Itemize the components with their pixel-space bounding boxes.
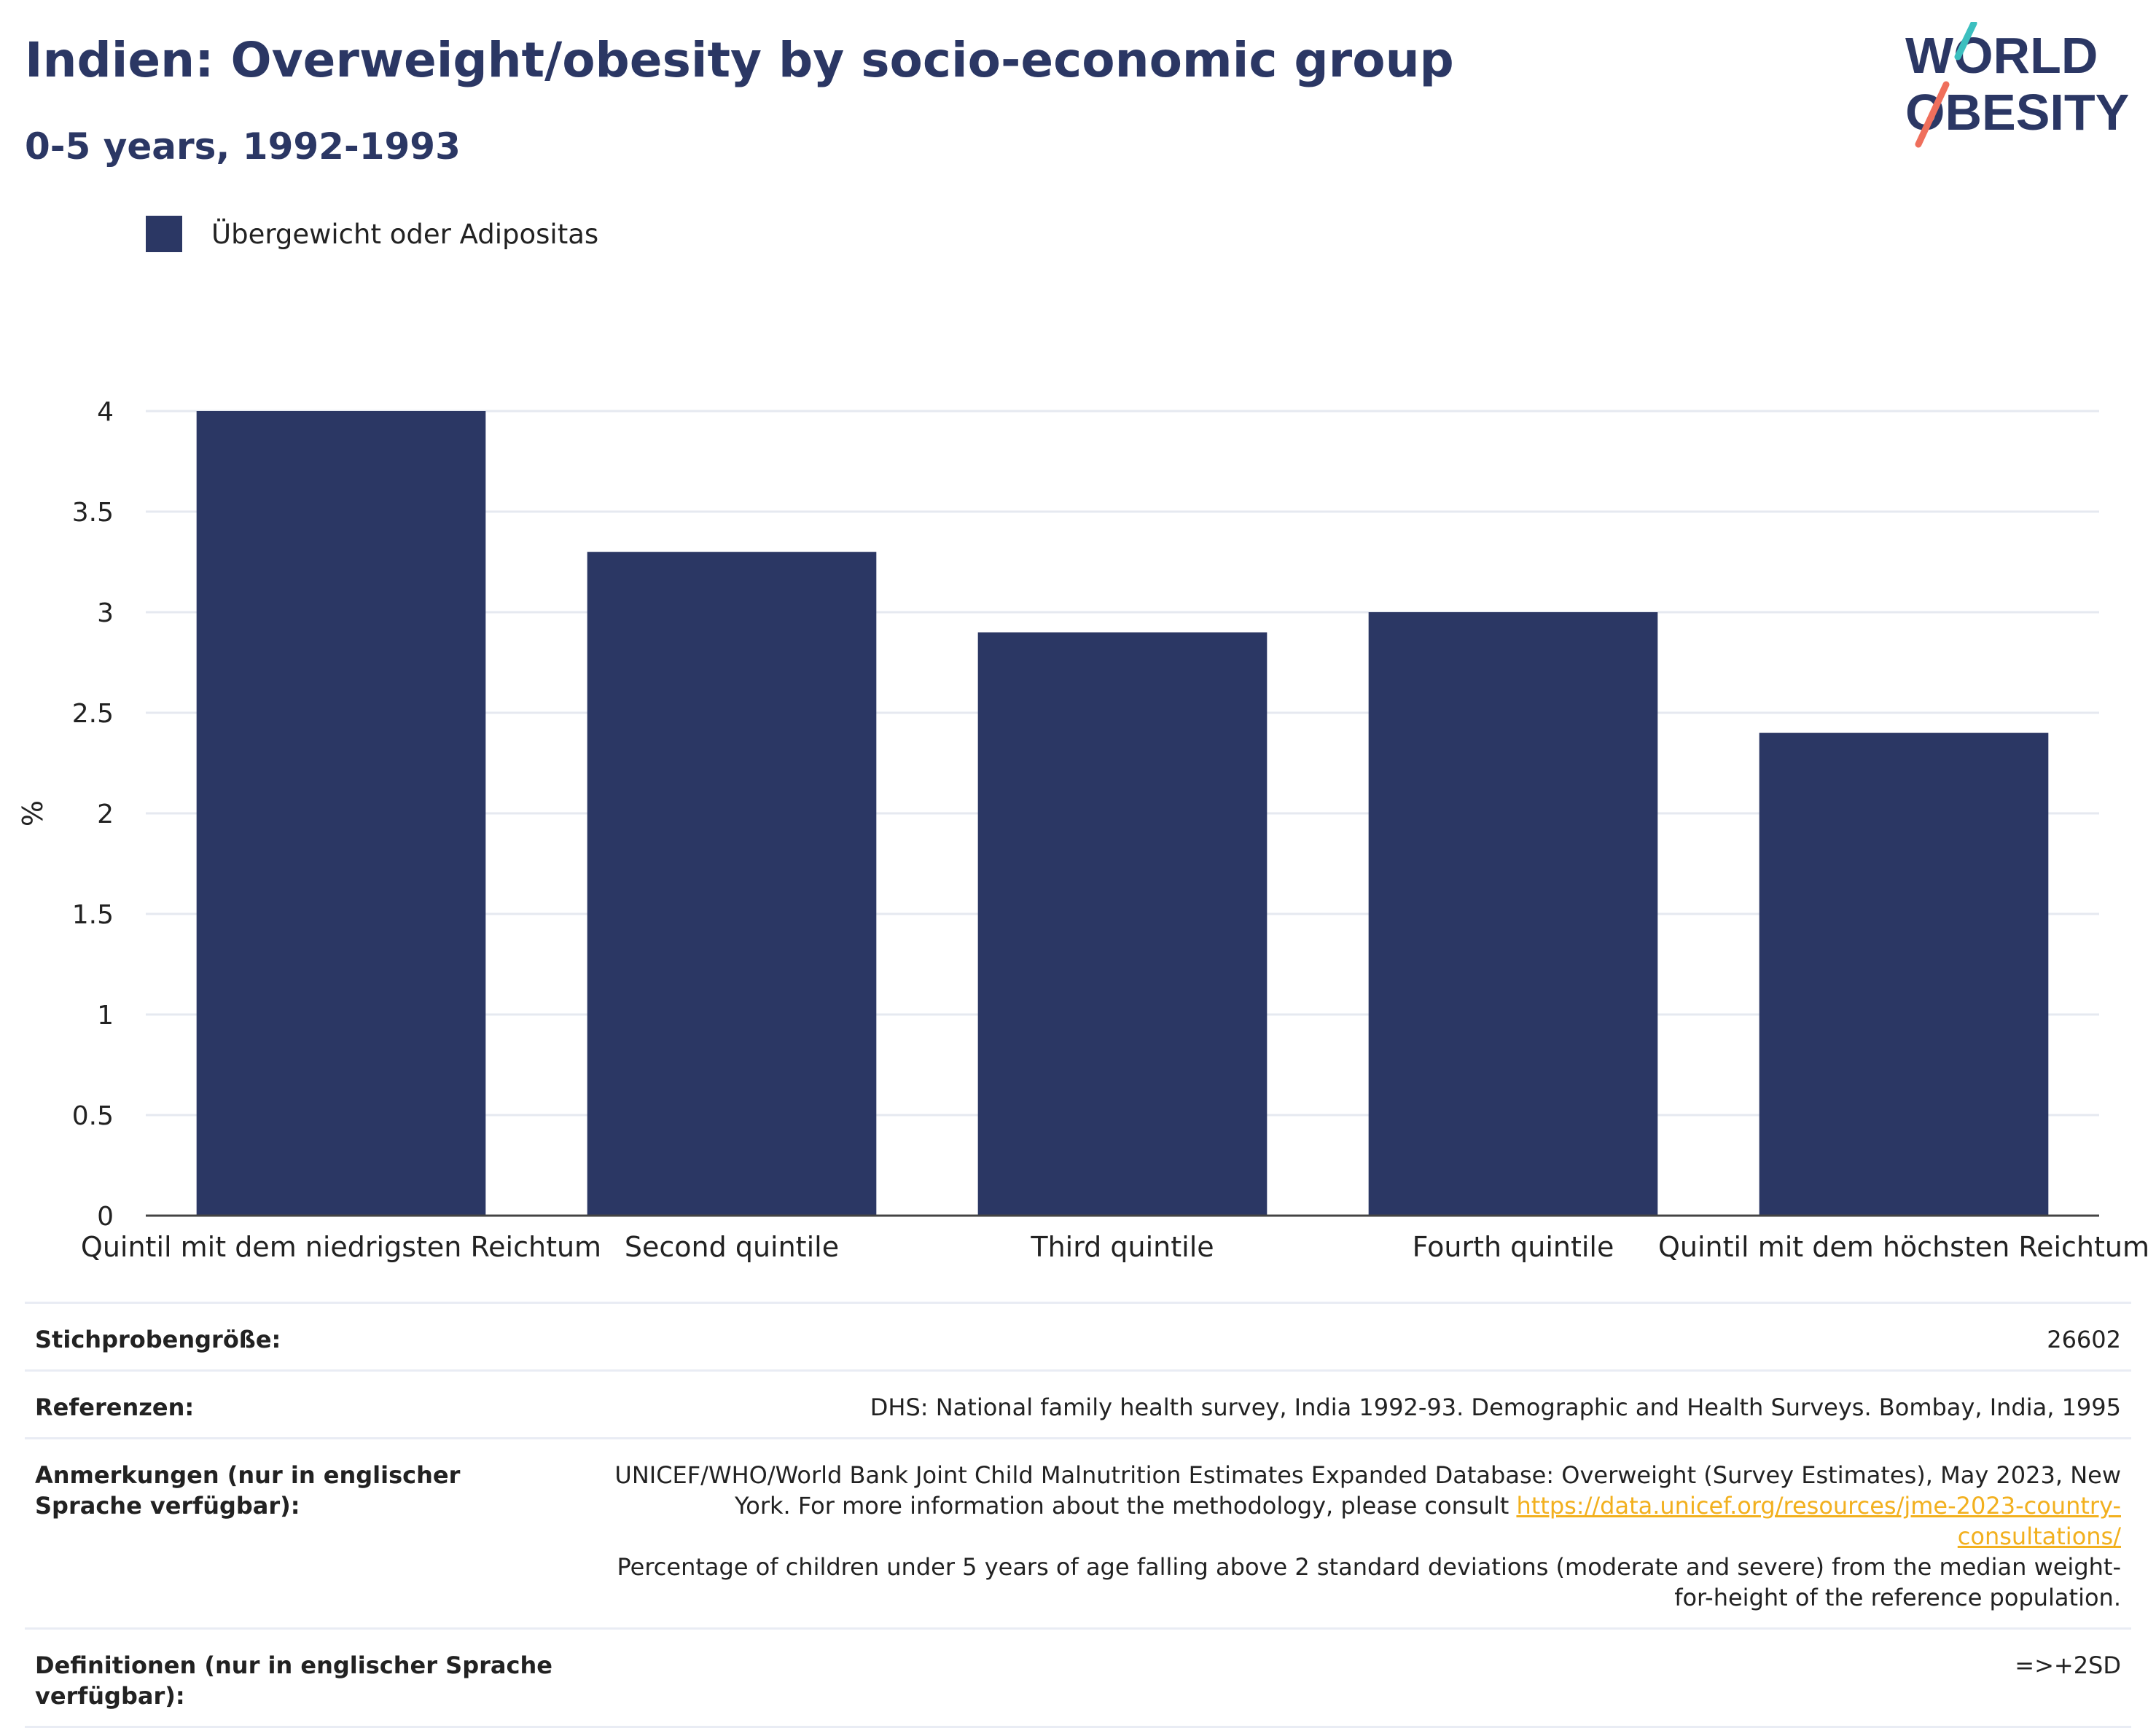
- y-axis-label: %: [17, 800, 49, 826]
- y-tick-labels: 0 0.5 1 1.5 2 2.5 3 3.5 4: [72, 397, 114, 1232]
- definitions-value: =>+2SD: [2015, 1651, 2121, 1679]
- x-tick-label: Quintil mit dem höchsten Reichtum: [1658, 1231, 2149, 1263]
- bar[interactable]: [977, 632, 1268, 1216]
- info-table: Stichprobengröße: 26602 Referenzen: DHS:…: [25, 1302, 2131, 1728]
- logo-line1: WORLD: [1905, 27, 2098, 84]
- bar[interactable]: [1759, 732, 2049, 1216]
- y-tick-label: 3: [97, 598, 114, 628]
- sample-size-label: Stichprobengröße:: [35, 1326, 281, 1353]
- notes-label: Anmerkungen (nur in englischer Sprache v…: [35, 1461, 461, 1520]
- references-value: DHS: National family health survey, Indi…: [870, 1393, 2121, 1421]
- notes-link[interactable]: https://data.unicef.org/resources/jme-20…: [1516, 1492, 2121, 1550]
- y-tick-label: 3.5: [72, 498, 114, 528]
- y-tick-label: 0.5: [72, 1101, 114, 1131]
- y-tick-label: 4: [97, 397, 114, 427]
- x-tick-label: Fourth quintile: [1413, 1231, 1614, 1263]
- references-label: Referenzen:: [35, 1393, 195, 1421]
- world-obesity-logo: WORLD OBESITY: [1905, 22, 2129, 148]
- info-row-sample-size: Stichprobengröße: 26602: [25, 1302, 2131, 1371]
- bar[interactable]: [1368, 612, 1658, 1216]
- y-tick-label: 1: [97, 1001, 114, 1031]
- legend-label: Übergewicht oder Adipositas: [211, 218, 599, 250]
- logo-slash-teal: [1954, 22, 1977, 60]
- bar[interactable]: [196, 411, 486, 1216]
- info-row-references: Referenzen: DHS: National family health …: [25, 1370, 2131, 1439]
- legend-swatch: [146, 216, 182, 252]
- notes-value: UNICEF/WHO/World Bank Joint Child Malnut…: [570, 1439, 2131, 1629]
- legend[interactable]: Übergewicht oder Adipositas: [146, 216, 598, 252]
- x-tick-labels: Quintil mit dem niedrigsten Reichtum Seco…: [81, 1231, 2149, 1263]
- x-tick-label: Third quintile: [1030, 1231, 1214, 1263]
- definitions-label: Definitionen (nur in englischer Sprache …: [35, 1651, 552, 1710]
- notes-text-before: UNICEF/WHO/World Bank Joint Child Malnut…: [614, 1461, 2121, 1520]
- info-row-definitions: Definitionen (nur in englischer Sprache …: [25, 1628, 2131, 1727]
- y-tick-label: 1.5: [72, 900, 114, 930]
- chart-subtitle: 0-5 years, 1992-1993: [25, 125, 461, 168]
- y-tick-label: 2: [97, 800, 114, 829]
- y-tick-label: 0: [97, 1202, 114, 1232]
- sample-size-value: 26602: [2047, 1326, 2121, 1353]
- chart-title: Indien: Overweight/obesity by socio-econ…: [25, 32, 1454, 88]
- bar-chart: 0 0.5 1 1.5 2 2.5 3 3.5 4 Quintil mit dem niedri…: [17, 397, 2149, 1263]
- bars: [196, 411, 2049, 1216]
- x-tick-label: Quintil mit dem niedrigsten Reichtum: [81, 1231, 601, 1263]
- info-row-notes: Anmerkungen (nur in englischer Sprache v…: [25, 1438, 2131, 1629]
- y-tick-label: 2.5: [72, 699, 114, 729]
- notes-text-after: Percentage of children under 5 years of …: [617, 1553, 2122, 1611]
- bar[interactable]: [587, 552, 877, 1216]
- logo-slash-coral: [1915, 81, 1950, 148]
- x-tick-label: Second quintile: [625, 1231, 839, 1263]
